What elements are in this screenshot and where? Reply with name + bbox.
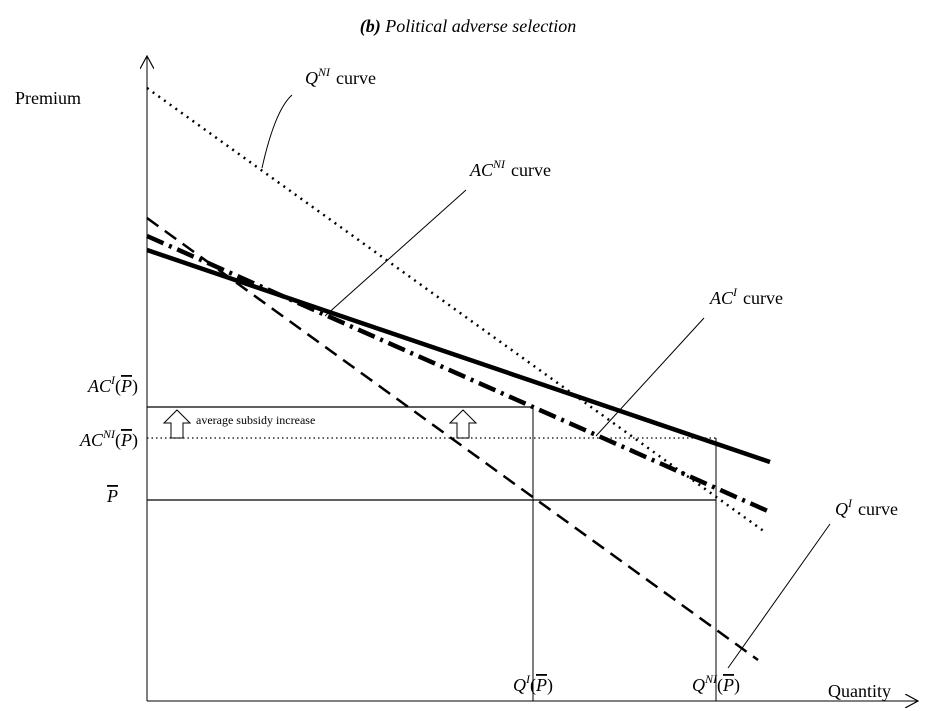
label-base: AC [709,288,734,308]
label-open: ( [115,376,121,397]
label-arg: P [106,486,118,506]
label-arg: P [722,675,734,695]
math-label: ACI curve [709,285,783,308]
label-base: AC [79,430,104,450]
label-close: ) [132,430,138,451]
aci-curve [146,233,771,515]
label-sup: NI [317,65,331,79]
label-base: Q [692,675,705,695]
leader [595,317,705,437]
label-base: Q [305,68,318,88]
label-sup: I [847,496,853,510]
label-base: AC [87,376,112,396]
label-base: AC [469,160,494,180]
label-suffix: curve [858,499,898,519]
label-arg: P [120,430,132,450]
label-close: ) [547,675,553,696]
leader [261,94,293,169]
label-sup: I [525,672,531,686]
math-label: QNI curve [305,65,376,88]
qni-curve [146,86,766,534]
math-label: QNI(P) [692,672,740,696]
math-label: ACI(P) [87,373,138,397]
label-suffix: curve [336,68,376,88]
label-arg: P [120,376,132,396]
math-label: ACNI curve [469,157,551,180]
label-sup: NI [704,672,718,686]
label-open: ( [115,430,121,451]
label-sup: I [110,373,116,387]
up-arrow [162,409,192,439]
label-base: Q [513,675,526,695]
label-sup: NI [102,427,116,441]
leader [727,523,831,669]
label-suffix: curve [511,160,551,180]
math-label: ACNI(P) [79,427,138,451]
x-axis-label: Quantity [828,681,891,701]
label-sup: NI [492,157,506,171]
label-base: Q [835,499,848,519]
label-open: ( [717,675,723,696]
label-sup: I [732,285,738,299]
title: (b) Political adverse selection [360,16,576,37]
math-label: QI(P) [513,672,553,696]
label-open: ( [530,675,536,696]
math-label: QI curve [835,496,898,519]
up-arrow [448,409,478,439]
qi-curve [146,216,759,662]
leader [324,189,467,317]
math-label: P [106,486,118,506]
title-text: Political adverse selection [384,16,576,36]
acni-curve [146,247,771,465]
title-marker: (b) [360,16,381,37]
annotation: average subsidy increase [196,413,315,427]
label-close: ) [734,675,740,696]
label-arg: P [535,675,547,695]
label-close: ) [132,376,138,397]
label-suffix: curve [743,288,783,308]
y-axis-label: Premium [15,88,81,108]
